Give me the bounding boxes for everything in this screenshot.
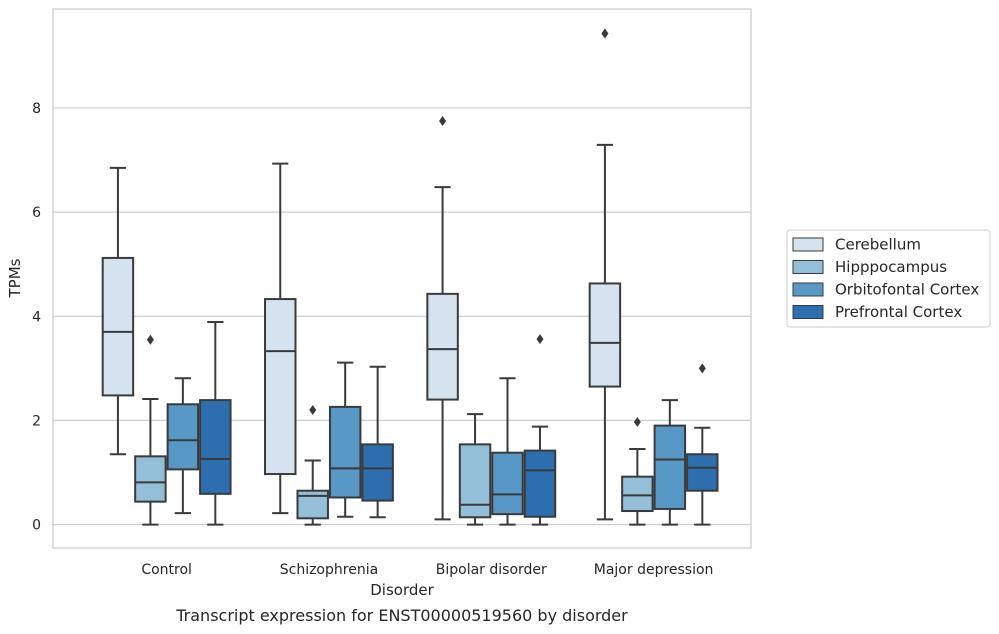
box-prefrontal-cortex — [199, 320, 232, 526]
legend-swatch — [792, 237, 824, 252]
box-body — [264, 298, 297, 476]
x-tick-label: Control — [141, 562, 192, 578]
outlier-point — [601, 28, 609, 39]
box-orbitofontal-cortex — [491, 377, 524, 526]
y-tick-label: 2 — [32, 413, 41, 429]
box-body — [686, 453, 719, 492]
box-plots — [101, 28, 719, 526]
legend-label: Cerebellum — [835, 236, 921, 254]
box-cerebellum — [426, 115, 459, 521]
y-tick-labels: 0 2 4 6 8 — [32, 101, 41, 534]
box-body — [426, 292, 459, 401]
x-tick-label: Schizophrenia — [280, 562, 378, 578]
legend-swatch — [792, 282, 824, 297]
x-tick-labels: Control Schizophrenia Bipolar disorder Majo… — [141, 562, 713, 578]
x-tick-label: Major depression — [594, 562, 714, 578]
outlier-point — [633, 416, 641, 427]
box-hipppocampus — [296, 404, 329, 526]
legend-frame — [786, 229, 991, 328]
outlier-point — [439, 115, 447, 126]
outlier-point — [146, 334, 154, 345]
legend-swatch — [792, 260, 824, 274]
box-hipppocampus — [621, 416, 654, 526]
box-body — [523, 449, 557, 518]
y-axis-title: TPMs — [6, 258, 24, 298]
box-body — [621, 475, 654, 513]
box-orbitofontal-cortex — [166, 377, 200, 515]
box-body — [491, 451, 524, 516]
legend: Cerebellum Hipppocampus Orbitofontal Corte… — [786, 229, 991, 328]
outlier-point — [309, 404, 317, 415]
box-cerebellum — [101, 166, 135, 456]
box-body — [296, 489, 329, 520]
box-cerebellum — [588, 28, 622, 521]
legend-label: Orbitofontal Cortex — [835, 281, 979, 299]
chart-caption: Transcript expression for ENST0000051956… — [175, 606, 628, 625]
x-tick-label: Bipolar disorder — [436, 562, 547, 578]
box-body — [101, 256, 135, 397]
outlier-point — [698, 363, 706, 374]
legend-label: Prefrontal Cortex — [835, 303, 962, 321]
box-body — [166, 403, 200, 471]
box-body — [653, 424, 687, 510]
y-tick-label: 6 — [32, 205, 41, 221]
box-hipppocampus — [458, 413, 492, 526]
legend-label: Hipppocampus — [835, 258, 947, 276]
box-body — [588, 282, 622, 388]
y-tick-label: 4 — [32, 309, 41, 325]
y-tick-label: 0 — [32, 518, 41, 534]
box-body — [361, 443, 394, 502]
plot-frame — [52, 8, 752, 549]
y-tick-label: 8 — [32, 101, 41, 117]
legend-swatch — [792, 305, 824, 319]
box-prefrontal-cortex — [523, 334, 557, 526]
box-orbitofontal-cortex — [653, 399, 687, 526]
box-body — [458, 443, 492, 519]
box-body — [134, 455, 167, 503]
box-hipppocampus — [134, 334, 167, 526]
box-prefrontal-cortex — [361, 365, 394, 519]
box-orbitofontal-cortex — [328, 361, 362, 518]
box-cerebellum — [264, 162, 297, 515]
outlier-point — [536, 334, 544, 345]
x-axis-title: Disorder — [370, 581, 434, 599]
box-prefrontal-cortex — [686, 363, 719, 526]
box-body — [199, 399, 232, 495]
box-body — [328, 405, 362, 499]
